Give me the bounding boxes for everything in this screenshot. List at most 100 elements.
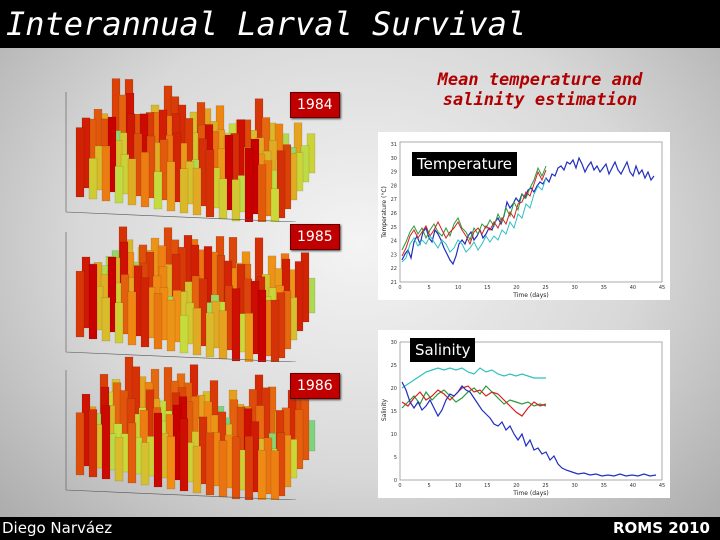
year-label-1986: 1986 [290,373,340,399]
survival-bar [257,164,267,222]
salinity-xtick-label: 25 [542,483,548,489]
temperature-xtick-label: 25 [542,285,548,291]
survival-3d-plot-1986 [65,356,316,500]
survival-bar [179,418,189,492]
year-label-1985: 1985 [290,224,340,250]
temperature-series-blue [401,156,655,266]
survival-bar [294,261,304,332]
survival-bar [140,277,150,348]
survival-bar [107,256,117,333]
survival-bar [224,134,234,211]
survival-bar [88,409,98,478]
salinity-xtick-label: 15 [484,483,490,489]
salinity-ytick-label: 5 [394,455,397,461]
survival-bar [101,145,111,202]
survival-bar [127,422,137,484]
survival-bar [218,440,228,498]
survival-bar [75,412,85,476]
temperature-ytick-label: 21 [391,280,397,286]
salinity-series-green [401,385,547,409]
survival-bar [75,127,85,198]
subtitle: Mean temperature and salinity estimation [437,70,643,110]
salinity-xtick-label: 45 [659,483,665,489]
temperature-panel: Temperature (°C) Time (days) 0 5 10 15 20 25 3… [378,132,670,300]
salinity-xtick-label: 40 [630,483,636,489]
salinity-xlabel: Time (days) [512,490,548,497]
temperature-xtick-label: 5 [428,285,431,291]
survival-bar [294,409,304,470]
salinity-panel: Salinity Time (days) 0 5 10 15 20 25 30 35 40 45 … [378,330,670,498]
survival-bar [205,312,215,358]
salinity-xtick-label: 30 [571,483,577,489]
salinity-xtick-label: 35 [601,483,607,489]
temperature-ytick-label: 25 [391,225,397,231]
survival-bar [192,307,202,356]
survival-3d-plot-1984 [65,78,316,222]
plot-axis [65,232,297,362]
salinity-xtick-label: 0 [398,483,401,489]
survival-bar [153,293,163,350]
temperature-series-red [401,169,547,257]
survival-bar [231,179,241,222]
footer-author: Diego Narváez [2,519,113,537]
title-bar: Interannual Larval Survival [0,0,720,48]
salinity-xtick-label: 20 [513,483,519,489]
temperature-series-cyan [401,177,547,263]
survival-bar [257,289,267,362]
survival-bar [276,150,286,219]
salinity-ytick-label: 10 [391,432,397,438]
footer-event: ROMS 2010 [612,519,710,537]
survival-bar [153,412,163,488]
survival-bar [127,158,137,206]
survival-bar [231,436,241,500]
survival-3d-plot-1985 [65,226,316,362]
survival-bar [140,151,150,208]
plot-axis [65,370,297,500]
survival-bar [153,171,163,210]
survival-bar [179,315,189,354]
temperature-ylabel: Temperature (°C) [381,186,388,239]
temperature-ytick-label: 26 [391,211,397,217]
survival-bar [257,449,267,500]
footer-bar: Diego Narváez ROMS 2010 [0,517,720,540]
survival-bar [192,445,202,494]
survival-bar [244,147,254,222]
salinity-ytick-label: 25 [391,363,397,369]
temperature-xtick-label: 35 [601,285,607,291]
temperature-series-green [401,165,547,251]
temperature-xtick-label: 20 [513,285,519,291]
temperature-xtick-label: 0 [398,285,401,291]
survival-bar [205,432,215,496]
temperature-xlabel: Time (days) [512,292,548,299]
survival-bar [166,436,176,490]
salinity-ytick-label: 15 [391,409,397,415]
survival-bar [88,158,98,200]
salinity-series-red [401,385,547,417]
salinity-label: Salinity [410,338,476,362]
salinity-xtick-label: 10 [455,483,461,489]
temperature-ytick-label: 23 [391,252,397,258]
survival-bar [205,149,215,218]
temperature-ytick-label: 28 [391,183,397,189]
temperature-label: Temperature [412,152,518,176]
survival-bar [140,442,150,486]
salinity-ylabel: Salinity [381,398,388,421]
temperature-ytick-label: 27 [391,197,397,203]
survival-bar [179,168,189,214]
salinity-ytick-label: 30 [391,340,397,346]
survival-bar [88,264,98,340]
survival-bar [231,288,241,362]
survival-bar [192,167,202,216]
salinity-xtick-label: 5 [428,483,431,489]
temperature-xtick-label: 15 [484,285,490,291]
survival-bar [270,299,280,362]
salinity-plot: Salinity Time (days) 0 5 10 15 20 25 30 35 40 45 … [381,340,665,497]
temperature-plot: Temperature (°C) Time (days) 0 5 10 15 20 25 3… [381,141,665,299]
temperature-ytick-label: 31 [391,142,397,148]
temperature-xtick-label: 30 [571,285,577,291]
temperature-ytick-label: 29 [391,170,397,176]
survival-bar [244,313,254,362]
survival-bar [114,437,124,482]
salinity-series-cyan [401,367,546,389]
salinity-ytick-label: 0 [394,478,397,484]
